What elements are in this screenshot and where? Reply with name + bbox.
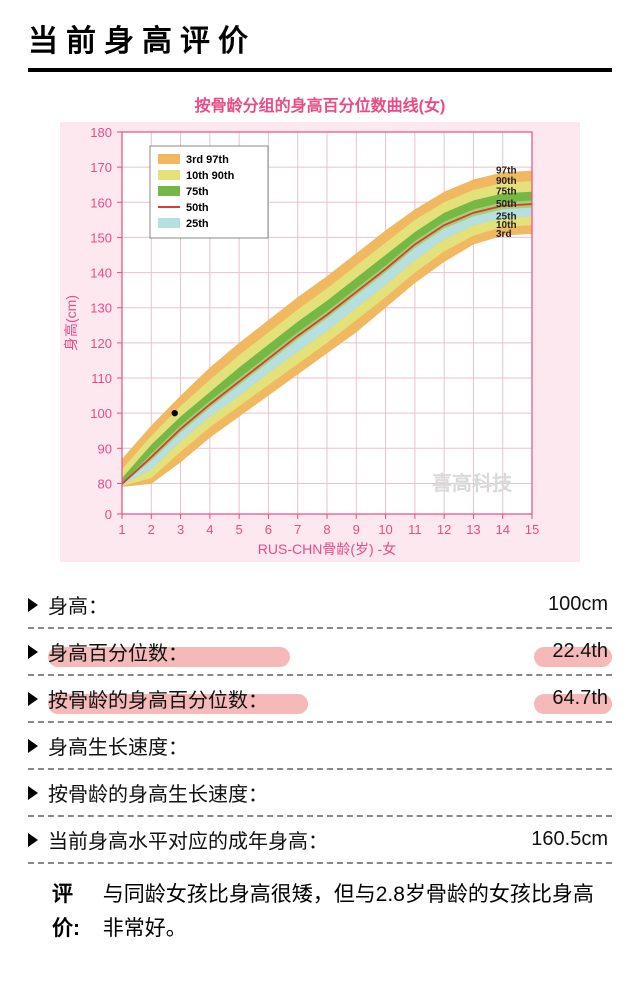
row-value: 100cm bbox=[548, 593, 608, 616]
svg-text:6: 6 bbox=[265, 522, 272, 537]
svg-text:5: 5 bbox=[236, 522, 243, 537]
svg-text:3rd 97th: 3rd 97th bbox=[186, 154, 229, 166]
evaluation-text: 与同龄女孩比身高很矮，但与2.8岁骨龄的女孩比身高非常好。 bbox=[103, 878, 604, 945]
svg-text:160: 160 bbox=[90, 195, 112, 210]
data-row: 身高： 100cm bbox=[28, 582, 612, 629]
row-label: 当前身高水平对应的成年身高： bbox=[48, 825, 328, 854]
svg-text:9: 9 bbox=[353, 522, 360, 537]
data-row: 身高百分位数： 22.4th bbox=[28, 629, 612, 676]
svg-text:25th: 25th bbox=[186, 218, 209, 230]
svg-text:喜高科技: 喜高科技 bbox=[432, 471, 513, 495]
svg-text:75th: 75th bbox=[186, 186, 209, 198]
triangle-icon bbox=[28, 833, 38, 847]
page-title: 当前身高评价 bbox=[28, 16, 612, 60]
triangle-icon bbox=[28, 739, 38, 753]
svg-text:8: 8 bbox=[323, 522, 330, 537]
svg-text:12: 12 bbox=[437, 522, 451, 537]
svg-text:90th: 90th bbox=[496, 176, 517, 187]
svg-text:14: 14 bbox=[495, 522, 509, 537]
data-row: 身高生长速度： bbox=[28, 723, 612, 770]
triangle-icon bbox=[28, 645, 38, 659]
row-label: 身高： bbox=[48, 590, 108, 619]
svg-text:1: 1 bbox=[118, 522, 125, 537]
svg-text:10: 10 bbox=[378, 522, 392, 537]
svg-text:11: 11 bbox=[408, 522, 422, 537]
svg-text:0: 0 bbox=[105, 507, 112, 522]
row-label: 身高生长速度： bbox=[48, 731, 188, 760]
chart-container: 按骨龄分组的身高百分位数曲线(女) 1234567891011121314150… bbox=[28, 92, 612, 562]
evaluation-label: 评价: bbox=[52, 878, 95, 945]
row-label: 按骨龄的身高生长速度： bbox=[48, 778, 268, 807]
row-label: 按骨龄的身高百分位数： bbox=[48, 684, 268, 713]
data-rows: 身高： 100cm 身高百分位数： 22.4th 按骨龄的身高百分位数： 64.7th 身高… bbox=[28, 582, 612, 864]
evaluation-row: 评价: 与同龄女孩比身高很矮，但与2.8岁骨龄的女孩比身高非常好。 bbox=[28, 864, 612, 951]
chart-title: 按骨龄分组的身高百分位数曲线(女) bbox=[60, 92, 580, 116]
svg-text:身高(cm): 身高(cm) bbox=[63, 295, 79, 351]
svg-text:10th 90th: 10th 90th bbox=[186, 170, 235, 182]
svg-text:150: 150 bbox=[90, 230, 112, 245]
svg-text:120: 120 bbox=[90, 336, 112, 351]
svg-text:4: 4 bbox=[206, 522, 213, 537]
svg-text:7: 7 bbox=[294, 522, 301, 537]
triangle-icon bbox=[28, 598, 38, 612]
data-row: 按骨龄的身高百分位数： 64.7th bbox=[28, 676, 612, 723]
row-value: 64.7th bbox=[552, 687, 608, 710]
svg-text:50th: 50th bbox=[186, 202, 209, 214]
svg-text:3rd: 3rd bbox=[496, 229, 512, 240]
data-row: 当前身高水平对应的成年身高： 160.5cm bbox=[28, 817, 612, 864]
svg-text:170: 170 bbox=[90, 160, 112, 175]
data-row: 按骨龄的身高生长速度： bbox=[28, 770, 612, 817]
svg-text:15: 15 bbox=[525, 522, 539, 537]
svg-text:RUS-CHN骨龄(岁) -女: RUS-CHN骨龄(岁) -女 bbox=[258, 541, 396, 557]
svg-text:13: 13 bbox=[466, 522, 480, 537]
svg-text:130: 130 bbox=[90, 301, 112, 316]
svg-text:75th: 75th bbox=[496, 187, 517, 198]
svg-text:180: 180 bbox=[90, 125, 112, 140]
row-label: 身高百分位数： bbox=[48, 637, 188, 666]
percentile-chart: 1234567891011121314150809010011012013014… bbox=[60, 122, 580, 562]
svg-text:3: 3 bbox=[177, 522, 184, 537]
title-bar: 当前身高评价 bbox=[28, 16, 612, 72]
svg-text:100: 100 bbox=[90, 406, 112, 421]
svg-text:50th: 50th bbox=[496, 199, 517, 210]
svg-text:2: 2 bbox=[148, 522, 155, 537]
svg-text:97th: 97th bbox=[496, 166, 517, 177]
svg-text:80: 80 bbox=[98, 476, 112, 491]
triangle-icon bbox=[28, 692, 38, 706]
row-value: 160.5cm bbox=[531, 828, 608, 851]
svg-text:140: 140 bbox=[90, 266, 112, 281]
svg-text:110: 110 bbox=[91, 371, 112, 386]
triangle-icon bbox=[28, 786, 38, 800]
svg-text:90: 90 bbox=[98, 441, 112, 456]
row-value: 22.4th bbox=[552, 640, 608, 663]
